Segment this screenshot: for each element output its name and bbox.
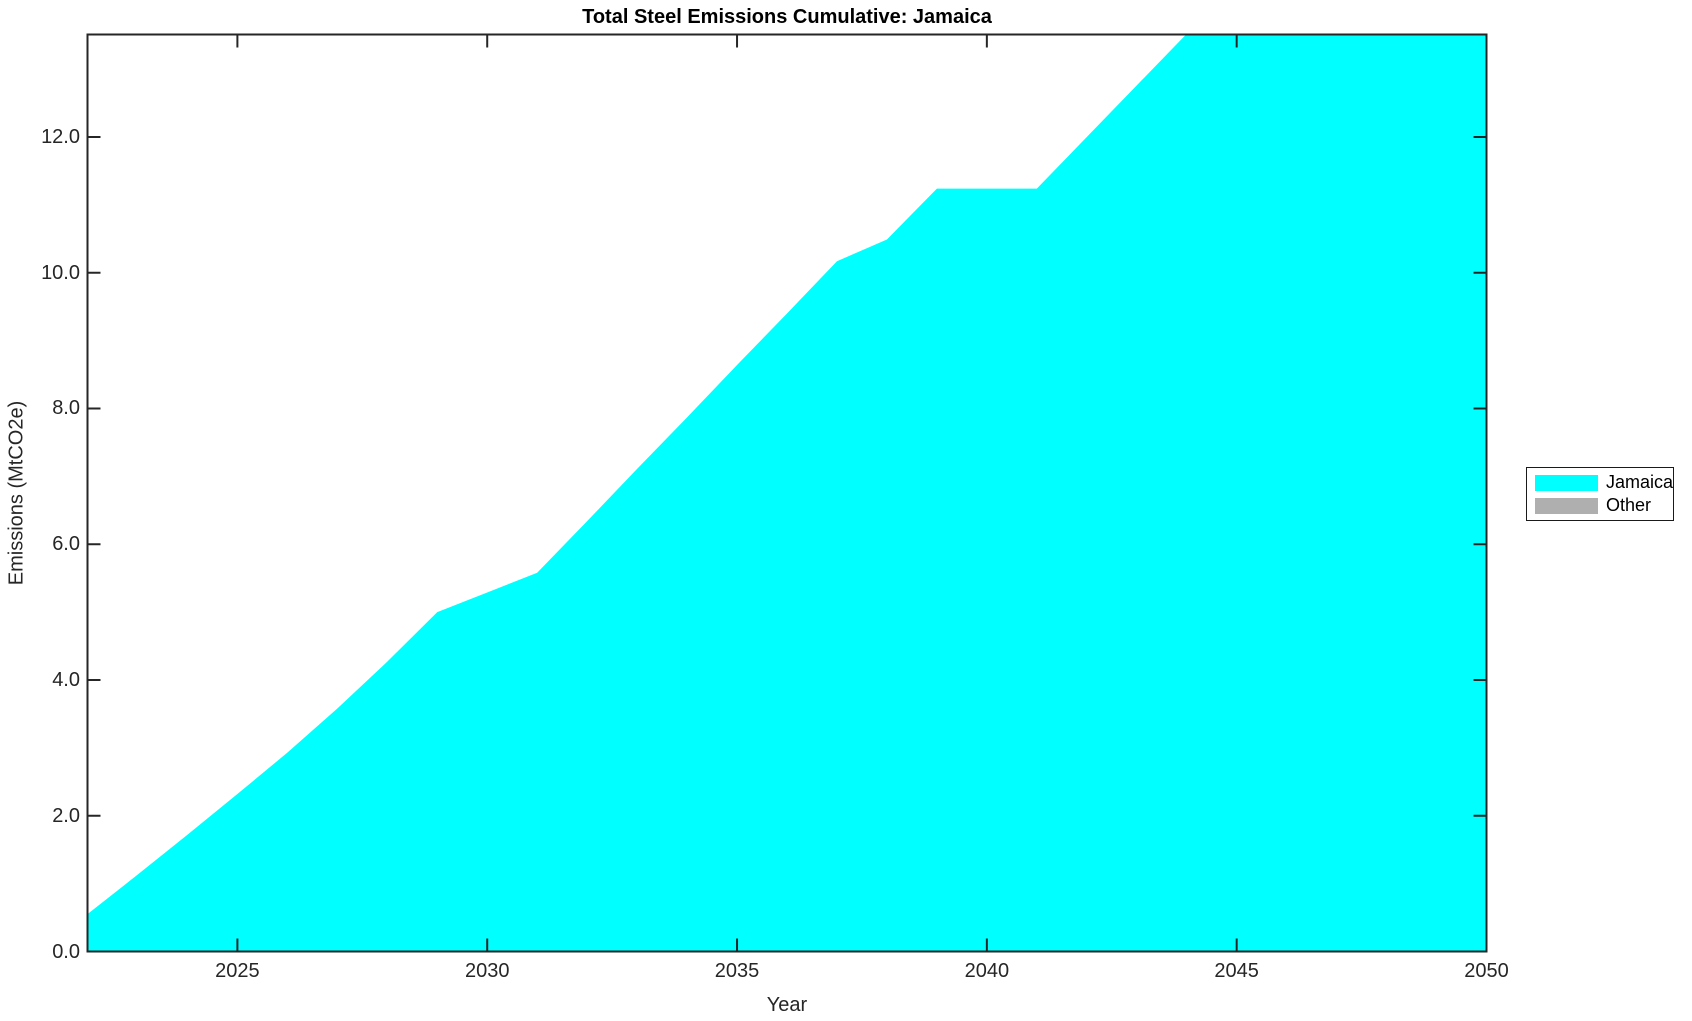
legend-item-jamaica: Jamaica <box>1535 473 1673 491</box>
x-tick-label: 2025 <box>215 960 260 982</box>
chart-title: Total Steel Emissions Cumulative: Jamaic… <box>582 6 992 28</box>
legend: Jamaica Other <box>1526 467 1674 521</box>
y-tick-label: 8.0 <box>52 397 80 420</box>
y-tick-label: 2.0 <box>52 804 80 827</box>
legend-label: Other <box>1606 495 1652 515</box>
x-tick-label: 2035 <box>714 960 760 982</box>
axes-border <box>86 33 1488 953</box>
y-tick-label: 12.0 <box>41 125 80 148</box>
legend-label: Jamaica <box>1606 472 1674 492</box>
x-tick-label: 2030 <box>464 960 510 982</box>
legend-item-other: Other <box>1535 495 1665 515</box>
x-tick-label: 2045 <box>1214 960 1259 982</box>
y-tick-label: 10.0 <box>41 261 80 284</box>
x-axis-label: Year <box>766 994 808 1016</box>
x-tick-label: 2040 <box>964 960 1010 982</box>
y-tick-label: 4.0 <box>52 668 80 691</box>
x-tick-label: 2050 <box>1464 960 1509 982</box>
y-tick-label: 6.0 <box>52 533 80 556</box>
y-axis-label: Emissions (MtCO2e) <box>5 400 28 586</box>
area-series-jamaica <box>87 34 1487 952</box>
y-tick-label: 0.0 <box>52 940 80 963</box>
legend-swatch-jamaica <box>1535 474 1598 491</box>
legend-swatch-other <box>1535 497 1598 514</box>
